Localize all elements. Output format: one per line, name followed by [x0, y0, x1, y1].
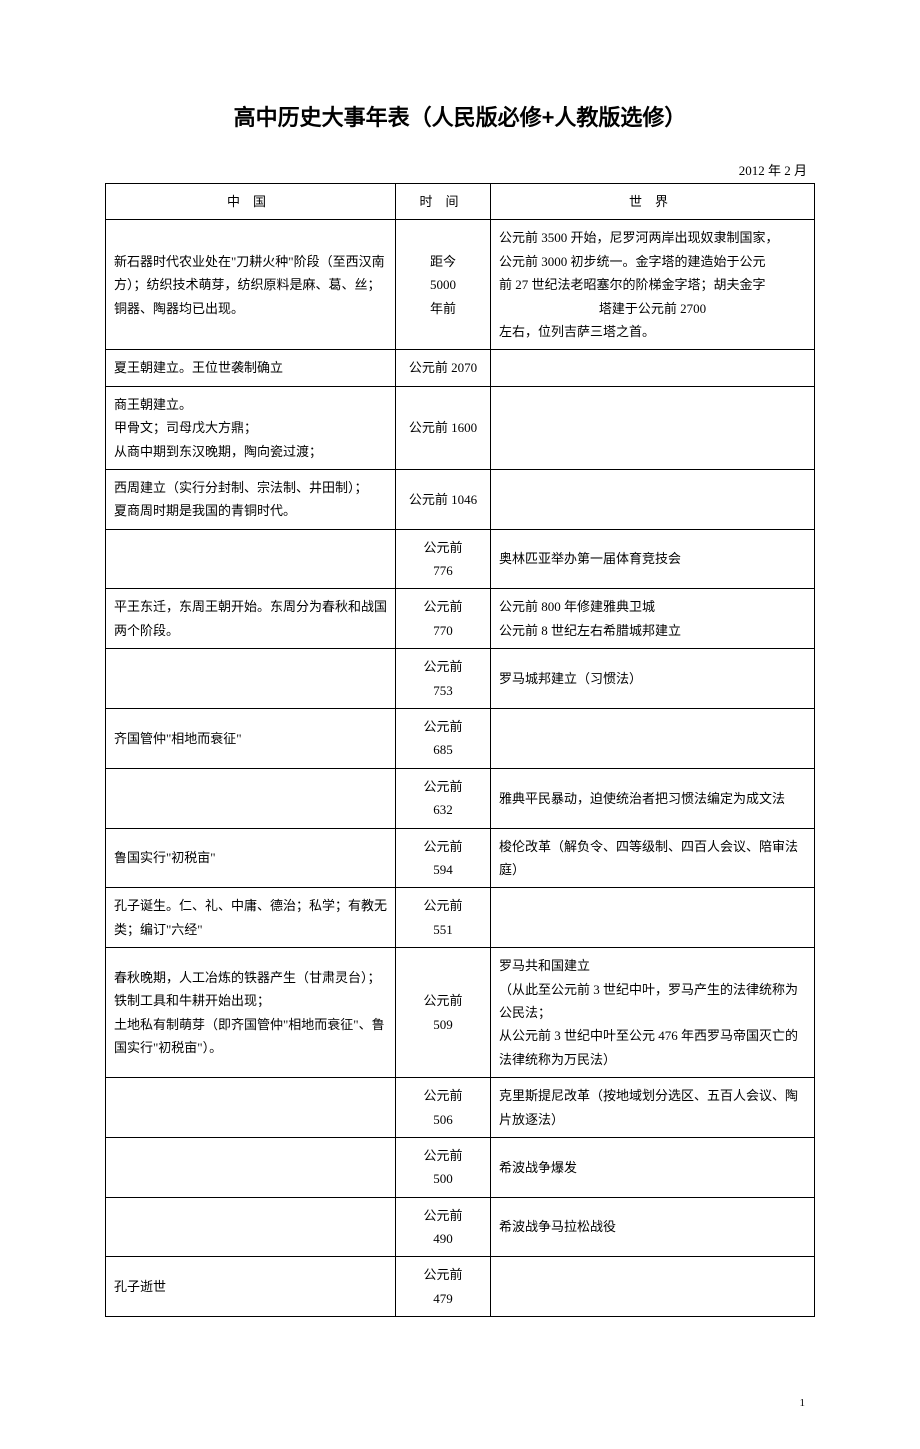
cell-world: [491, 350, 815, 386]
cell-time: 公元前 2070: [396, 350, 491, 386]
cell-time: 公元前753: [396, 649, 491, 709]
history-table: 中国 时间 世界 新石器时代农业处在"刀耕火种"阶段（至西汉南方）；纺织技术萌芽…: [105, 183, 815, 1317]
cell-world: 希波战争爆发: [491, 1137, 815, 1197]
table-body: 新石器时代农业处在"刀耕火种"阶段（至西汉南方）；纺织技术萌芽，纺织原料是麻、葛…: [106, 220, 815, 1317]
cell-world: [491, 1257, 815, 1317]
cell-china: 孔子诞生。仁、礼、中庸、德治；私学；有教无类；编订"六经": [106, 888, 396, 948]
table-row: 公元前776奥林匹亚举办第一届体育竞技会: [106, 529, 815, 589]
cell-world: 雅典平民暴动，迫使统治者把习惯法编定为成文法: [491, 768, 815, 828]
cell-china: [106, 768, 396, 828]
cell-world: 克里斯提尼改革（按地域划分选区、五百人会议、陶片放逐法）: [491, 1078, 815, 1138]
table-row: 西周建立（实行分封制、宗法制、井田制）；夏商周时期是我国的青铜时代。公元前 10…: [106, 469, 815, 529]
cell-time: 公元前509: [396, 948, 491, 1078]
header-world: 世界: [491, 184, 815, 220]
cell-time: 公元前776: [396, 529, 491, 589]
cell-china: [106, 1078, 396, 1138]
table-header-row: 中国 时间 世界: [106, 184, 815, 220]
cell-world: 罗马城邦建立（习惯法）: [491, 649, 815, 709]
header-time: 时间: [396, 184, 491, 220]
cell-world: 罗马共和国建立（从此至公元前 3 世纪中叶，罗马产生的法律统称为公民法；从公元前…: [491, 948, 815, 1078]
cell-china: [106, 1137, 396, 1197]
cell-time: 距今5000年前: [396, 220, 491, 350]
table-row: 公元前500希波战争爆发: [106, 1137, 815, 1197]
table-row: 公元前753罗马城邦建立（习惯法）: [106, 649, 815, 709]
table-row: 齐国管仲"相地而衰征"公元前685: [106, 709, 815, 769]
cell-china: 齐国管仲"相地而衰征": [106, 709, 396, 769]
cell-china: 新石器时代农业处在"刀耕火种"阶段（至西汉南方）；纺织技术萌芽，纺织原料是麻、葛…: [106, 220, 396, 350]
cell-time: 公元前 1046: [396, 469, 491, 529]
cell-time: 公元前479: [396, 1257, 491, 1317]
table-row: 平王东迁，东周王朝开始。东周分为春秋和战国两个阶段。公元前770公元前 800 …: [106, 589, 815, 649]
header-china: 中国: [106, 184, 396, 220]
page-number: 1: [105, 1397, 815, 1409]
cell-time: 公元前500: [396, 1137, 491, 1197]
table-row: 新石器时代农业处在"刀耕火种"阶段（至西汉南方）；纺织技术萌芽，纺织原料是麻、葛…: [106, 220, 815, 350]
cell-world: 公元前 800 年修建雅典卫城公元前 8 世纪左右希腊城邦建立: [491, 589, 815, 649]
cell-china: [106, 649, 396, 709]
cell-china: 夏王朝建立。王位世袭制确立: [106, 350, 396, 386]
table-row: 孔子诞生。仁、礼、中庸、德治；私学；有教无类；编订"六经"公元前551: [106, 888, 815, 948]
cell-world: 奥林匹亚举办第一届体育竞技会: [491, 529, 815, 589]
cell-time: 公元前506: [396, 1078, 491, 1138]
cell-world: [491, 469, 815, 529]
cell-world: 梭伦改革（解负令、四等级制、四百人会议、陪审法庭）: [491, 828, 815, 888]
table-row: 公元前506克里斯提尼改革（按地域划分选区、五百人会议、陶片放逐法）: [106, 1078, 815, 1138]
table-row: 公元前490希波战争马拉松战役: [106, 1197, 815, 1257]
document-date: 2012 年 2 月: [105, 160, 815, 179]
cell-world: [491, 709, 815, 769]
cell-china: 春秋晚期，人工冶炼的铁器产生（甘肃灵台）；铁制工具和牛耕开始出现；土地私有制萌芽…: [106, 948, 396, 1078]
document-title: 高中历史大事年表（人民版必修+人教版选修）: [105, 100, 815, 132]
cell-china: [106, 1197, 396, 1257]
cell-world: 公元前 3500 开始，尼罗河两岸出现奴隶制国家，公元前 3000 初步统一。金…: [491, 220, 815, 350]
cell-world: 希波战争马拉松战役: [491, 1197, 815, 1257]
cell-china: 平王东迁，东周王朝开始。东周分为春秋和战国两个阶段。: [106, 589, 396, 649]
cell-china: 孔子逝世: [106, 1257, 396, 1317]
table-row: 夏王朝建立。王位世袭制确立公元前 2070: [106, 350, 815, 386]
table-row: 孔子逝世公元前479: [106, 1257, 815, 1317]
table-row: 商王朝建立。甲骨文；司母戊大方鼎；从商中期到东汉晚期，陶向瓷过渡；公元前 160…: [106, 386, 815, 469]
cell-world: [491, 386, 815, 469]
cell-china: 商王朝建立。甲骨文；司母戊大方鼎；从商中期到东汉晚期，陶向瓷过渡；: [106, 386, 396, 469]
cell-world: [491, 888, 815, 948]
cell-china: 西周建立（实行分封制、宗法制、井田制）；夏商周时期是我国的青铜时代。: [106, 469, 396, 529]
cell-time: 公元前594: [396, 828, 491, 888]
cell-time: 公元前770: [396, 589, 491, 649]
cell-time: 公元前490: [396, 1197, 491, 1257]
cell-time: 公元前 1600: [396, 386, 491, 469]
table-row: 公元前632雅典平民暴动，迫使统治者把习惯法编定为成文法: [106, 768, 815, 828]
cell-china: [106, 529, 396, 589]
table-row: 鲁国实行"初税亩"公元前594梭伦改革（解负令、四等级制、四百人会议、陪审法庭）: [106, 828, 815, 888]
cell-china: 鲁国实行"初税亩": [106, 828, 396, 888]
cell-time: 公元前685: [396, 709, 491, 769]
cell-time: 公元前632: [396, 768, 491, 828]
table-row: 春秋晚期，人工冶炼的铁器产生（甘肃灵台）；铁制工具和牛耕开始出现；土地私有制萌芽…: [106, 948, 815, 1078]
cell-time: 公元前551: [396, 888, 491, 948]
